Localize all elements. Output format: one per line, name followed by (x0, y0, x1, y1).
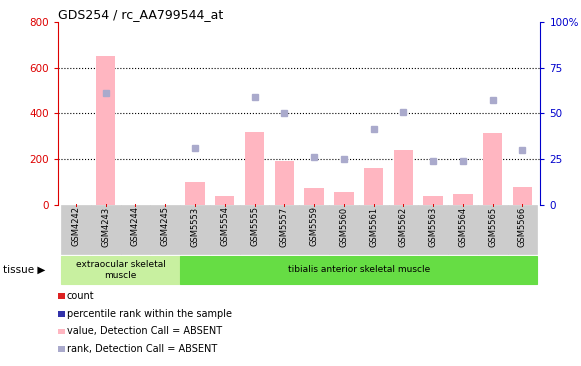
Text: GSM5566: GSM5566 (518, 206, 527, 247)
Bar (299, 205, 329, 254)
Text: tissue ▶: tissue ▶ (3, 265, 45, 275)
Bar (508, 205, 537, 254)
Text: GSM4242: GSM4242 (71, 206, 80, 246)
Bar (150, 205, 180, 254)
Text: extraocular skeletal
muscle: extraocular skeletal muscle (76, 260, 166, 280)
Bar (121, 205, 150, 254)
Bar (185, 182, 205, 205)
Bar (358, 205, 389, 254)
Text: GSM4245: GSM4245 (161, 206, 170, 246)
Bar (424, 196, 443, 205)
Text: value, Detection Call = ABSENT: value, Detection Call = ABSENT (67, 326, 222, 336)
Bar (453, 194, 472, 205)
Text: GSM5562: GSM5562 (399, 206, 408, 247)
Text: GSM4243: GSM4243 (101, 206, 110, 247)
Bar (275, 161, 294, 205)
Text: GDS254 / rc_AA799544_at: GDS254 / rc_AA799544_at (58, 8, 223, 21)
Text: percentile rank within the sample: percentile rank within the sample (67, 309, 232, 319)
Bar (210, 205, 240, 254)
Text: GSM5555: GSM5555 (250, 206, 259, 246)
Bar (394, 150, 413, 205)
Bar (61, 256, 180, 284)
Text: tibialis anterior skeletal muscle: tibialis anterior skeletal muscle (288, 265, 430, 274)
Bar (180, 256, 537, 284)
Text: GSM5561: GSM5561 (369, 206, 378, 247)
Bar (61, 205, 91, 254)
Text: GSM5563: GSM5563 (429, 206, 437, 247)
Bar (270, 205, 299, 254)
Bar (478, 205, 508, 254)
Text: GSM5560: GSM5560 (339, 206, 349, 247)
Text: GSM5557: GSM5557 (280, 206, 289, 247)
Bar (448, 205, 478, 254)
Bar (334, 193, 354, 205)
Text: GSM5553: GSM5553 (191, 206, 199, 247)
Text: GSM5554: GSM5554 (220, 206, 229, 246)
Text: count: count (67, 291, 95, 301)
Bar (513, 187, 532, 205)
Text: GSM5565: GSM5565 (488, 206, 497, 247)
Bar (418, 205, 448, 254)
Text: GSM5564: GSM5564 (458, 206, 468, 247)
Bar (389, 205, 418, 254)
Bar (215, 196, 235, 205)
Bar (329, 205, 358, 254)
Text: rank, Detection Call = ABSENT: rank, Detection Call = ABSENT (67, 344, 217, 354)
Bar (304, 188, 324, 205)
Bar (96, 56, 116, 205)
Bar (245, 132, 264, 205)
Bar (364, 168, 383, 205)
Bar (240, 205, 270, 254)
Text: GSM4244: GSM4244 (131, 206, 140, 246)
Bar (91, 205, 121, 254)
Text: GSM5559: GSM5559 (310, 206, 318, 246)
Bar (483, 133, 503, 205)
Bar (180, 205, 210, 254)
